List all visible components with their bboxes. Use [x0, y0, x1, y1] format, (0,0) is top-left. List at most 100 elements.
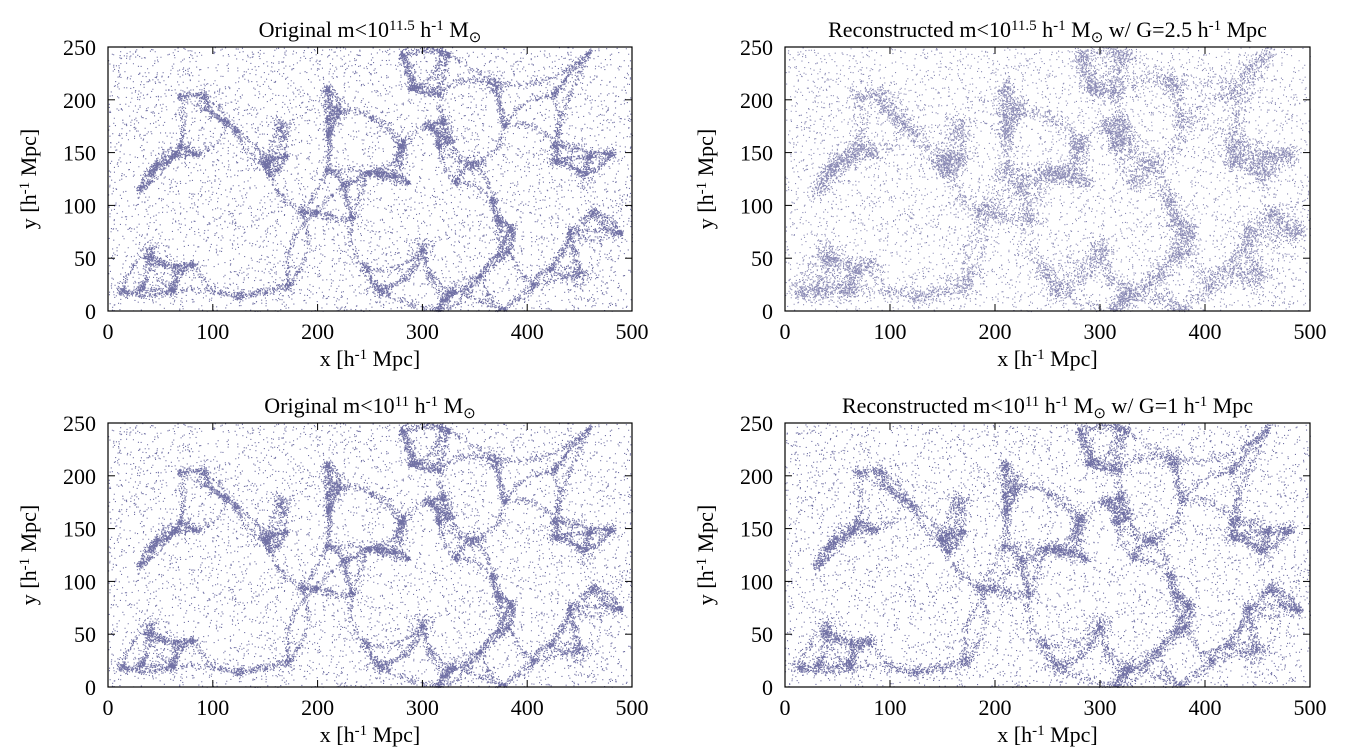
x-tick-label: 300 [1084, 319, 1117, 344]
text-segment: y [h [693, 570, 718, 605]
scatter-points [108, 423, 634, 689]
x-tick-label: 200 [979, 695, 1012, 720]
panel-title: Reconstructed m<1011.5 h-1 M⊙ w/ G=2.5 h… [828, 17, 1267, 46]
x-tick-label: 0 [780, 695, 791, 720]
text-segment: x [h [320, 722, 355, 747]
x-tick-label: 200 [301, 695, 334, 720]
text-segment: -1 [694, 182, 710, 195]
y-tick-label: 150 [740, 141, 773, 166]
text-segment: -1 [17, 182, 33, 195]
text-segment: -1 [426, 394, 439, 410]
x-tick-label: 400 [511, 319, 544, 344]
text-segment: Mpc] [693, 505, 718, 558]
text-segment: x [h [997, 722, 1032, 747]
text-segment: h [1039, 393, 1056, 418]
text-segment: -1 [1056, 394, 1069, 410]
x-axis-label: x [h-1 Mpc] [320, 722, 420, 747]
y-tick-label: 0 [85, 299, 96, 324]
text-segment: h [1037, 17, 1054, 42]
text-segment: -1 [431, 18, 444, 34]
text-segment: Mpc] [1045, 346, 1098, 371]
text-segment: Mpc] [367, 722, 420, 747]
plot-frame [107, 422, 633, 688]
y-tick-label: 250 [740, 411, 773, 436]
y-tick-label: 0 [762, 675, 773, 700]
x-tick-label: 500 [616, 695, 649, 720]
text-segment: ⊙ [469, 30, 482, 46]
text-segment: Original m<10 [264, 393, 394, 418]
text-segment: -1 [1032, 347, 1045, 363]
panel-title: Original m<1011 h-1 M⊙ [264, 393, 475, 422]
scatter-point-cloud [108, 47, 634, 313]
x-tick-label: 500 [616, 319, 649, 344]
y-tick-label: 250 [63, 35, 96, 60]
y-tick-label: 200 [740, 88, 773, 113]
x-tick-label: 300 [406, 319, 439, 344]
text-segment: -1 [1032, 723, 1045, 739]
plot-frame [107, 46, 633, 312]
panel-title: Original m<1011.5 h-1 M⊙ [259, 17, 482, 46]
text-segment: 11 [1025, 394, 1039, 410]
x-axis-label: x [h-1 Mpc] [997, 722, 1097, 747]
y-axis-label: y [h-1 Mpc] [693, 505, 718, 605]
text-segment: Mpc [1221, 17, 1267, 42]
x-tick-label: 300 [406, 695, 439, 720]
text-segment: -1 [17, 558, 33, 571]
text-segment: w/ G=1 h [1106, 393, 1195, 418]
text-segment: Mpc] [367, 346, 420, 371]
text-segment: 11.5 [1011, 18, 1037, 34]
panel-title: Reconstructed m<1011 h-1 M⊙ w/ G=1 h-1 M… [842, 393, 1253, 422]
y-tick-label: 200 [63, 464, 96, 489]
text-segment: Reconstructed m<10 [842, 393, 1025, 418]
text-segment: M [444, 17, 469, 42]
scatter-point-cloud [785, 423, 1311, 688]
text-segment: Mpc] [1045, 722, 1098, 747]
text-segment: w/ G=2.5 h [1103, 17, 1208, 42]
text-segment: 11.5 [389, 18, 415, 34]
text-segment: -1 [1195, 394, 1208, 410]
text-segment: -1 [694, 558, 710, 571]
y-tick-label: 100 [63, 193, 96, 218]
plot-frame [784, 46, 1311, 312]
y-tick-label: 200 [63, 88, 96, 113]
y-tick-label: 100 [740, 193, 773, 218]
text-segment: M [438, 393, 463, 418]
x-tick-label: 300 [1084, 695, 1117, 720]
y-tick-label: 50 [74, 246, 96, 271]
x-axis-label: x [h-1 Mpc] [997, 346, 1097, 371]
y-tick-label: 0 [762, 299, 773, 324]
x-tick-label: 100 [874, 695, 907, 720]
text-segment: x [h [997, 346, 1032, 371]
text-segment: h [409, 393, 426, 418]
text-segment: -1 [1209, 18, 1222, 34]
text-segment: y [h [693, 194, 718, 229]
text-segment: y [h [16, 570, 41, 605]
text-segment: -1 [1053, 18, 1066, 34]
plot-frame [784, 422, 1311, 688]
x-tick-label: 500 [1294, 319, 1327, 344]
x-tick-label: 500 [1294, 695, 1327, 720]
scatter-point-cloud [785, 47, 1311, 313]
y-tick-label: 50 [751, 246, 773, 271]
text-segment: -1 [355, 723, 368, 739]
text-segment: h [415, 17, 432, 42]
y-tick-label: 100 [740, 569, 773, 594]
text-segment: -1 [355, 347, 368, 363]
y-axis-label: y [h-1 Mpc] [693, 129, 718, 229]
x-tick-label: 400 [1189, 695, 1222, 720]
text-segment: M [1066, 17, 1091, 42]
text-segment: ⊙ [1091, 30, 1104, 46]
text-segment: 11 [395, 394, 409, 410]
x-axis-label: x [h-1 Mpc] [320, 346, 420, 371]
text-segment: Mpc] [16, 129, 41, 182]
y-tick-label: 0 [85, 675, 96, 700]
text-segment: ⊙ [463, 406, 476, 422]
x-tick-label: 0 [103, 695, 114, 720]
x-tick-label: 200 [979, 319, 1012, 344]
y-axis-label: y [h-1 Mpc] [16, 505, 41, 605]
x-tick-label: 0 [780, 319, 791, 344]
y-tick-label: 150 [63, 141, 96, 166]
